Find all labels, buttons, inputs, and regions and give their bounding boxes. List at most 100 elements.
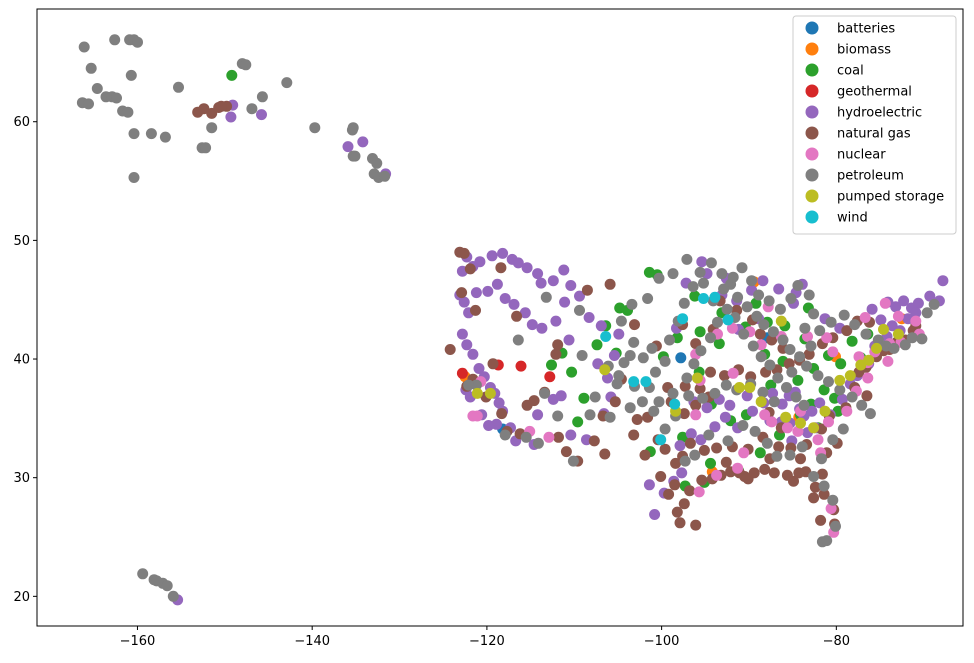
data-point [741, 301, 753, 313]
data-point [495, 262, 507, 274]
y-tick-label: 30 [13, 471, 30, 486]
data-point [159, 131, 171, 143]
data-point [733, 382, 745, 393]
data-point [863, 354, 875, 366]
data-point [85, 62, 97, 74]
data-point [846, 391, 858, 403]
data-point [812, 370, 824, 382]
data-point [912, 297, 924, 309]
data-point [626, 298, 638, 310]
data-point [670, 457, 682, 469]
data-point [841, 325, 853, 337]
data-point [775, 315, 787, 327]
data-point [719, 411, 731, 423]
data-point [732, 462, 744, 474]
data-point [888, 342, 900, 354]
data-point [825, 503, 837, 514]
data-point [528, 395, 540, 407]
data-point [137, 568, 149, 580]
data-point [705, 366, 716, 378]
data-point [540, 291, 552, 303]
data-point [659, 423, 671, 435]
data-point [698, 277, 709, 289]
data-point [732, 291, 744, 303]
data-point [695, 345, 707, 357]
data-point [886, 320, 898, 332]
data-point [458, 296, 470, 308]
data-point [671, 506, 683, 518]
data-point [636, 396, 648, 408]
data-point [696, 474, 708, 486]
data-point [595, 320, 607, 332]
data-point [866, 303, 878, 315]
data-point [805, 340, 817, 352]
data-point [821, 332, 833, 344]
data-point [836, 393, 848, 405]
data-point [862, 372, 874, 384]
data-points [76, 34, 949, 606]
legend-marker [805, 168, 819, 182]
data-point [512, 257, 524, 269]
data-point [878, 323, 889, 335]
data-point [552, 410, 564, 422]
legend-box [792, 15, 957, 235]
data-point [659, 443, 671, 455]
data-point [456, 367, 468, 379]
data-point [535, 277, 547, 289]
data-point [482, 285, 494, 297]
data-point [499, 429, 511, 441]
data-point [653, 396, 665, 408]
data-point [669, 398, 681, 410]
legend-marker [805, 126, 819, 140]
data-point [583, 312, 595, 323]
data-point [486, 250, 498, 262]
data-point [470, 379, 482, 391]
data-point [834, 384, 846, 396]
data-point [473, 363, 485, 374]
data-point [790, 391, 802, 403]
data-point [470, 304, 481, 316]
data-point [694, 326, 706, 338]
data-point [691, 372, 703, 384]
data-point [767, 326, 779, 338]
x-tick-label: −120 [469, 634, 505, 649]
data-point [572, 416, 584, 428]
data-point [755, 396, 767, 408]
data-point [726, 322, 738, 334]
data-point [642, 293, 654, 304]
data-point [855, 359, 867, 371]
data-point [550, 315, 562, 327]
data-point [785, 293, 797, 304]
data-point [899, 339, 911, 351]
data-point [83, 98, 94, 110]
data-point [890, 301, 902, 313]
data-point [256, 109, 267, 121]
legend-marker [805, 147, 819, 161]
data-point [906, 332, 918, 344]
data-point [783, 358, 795, 370]
data-point [684, 437, 696, 449]
legend-marker [805, 21, 819, 35]
data-point [818, 384, 830, 396]
data-point [684, 485, 696, 497]
data-point [892, 310, 904, 322]
data-point [757, 275, 769, 287]
data-point [780, 411, 792, 423]
data-point [111, 92, 122, 104]
data-point [618, 357, 630, 369]
data-point [521, 262, 533, 274]
data-point [567, 455, 579, 467]
data-point [753, 289, 765, 301]
data-point [655, 471, 667, 482]
data-point [747, 405, 758, 417]
data-point [536, 322, 548, 334]
data-point [861, 390, 873, 402]
data-point [109, 34, 121, 46]
data-point [808, 471, 820, 482]
data-point [709, 387, 721, 399]
data-point [773, 283, 785, 295]
data-point [711, 469, 723, 481]
data-point [835, 358, 847, 370]
data-point [342, 141, 354, 153]
